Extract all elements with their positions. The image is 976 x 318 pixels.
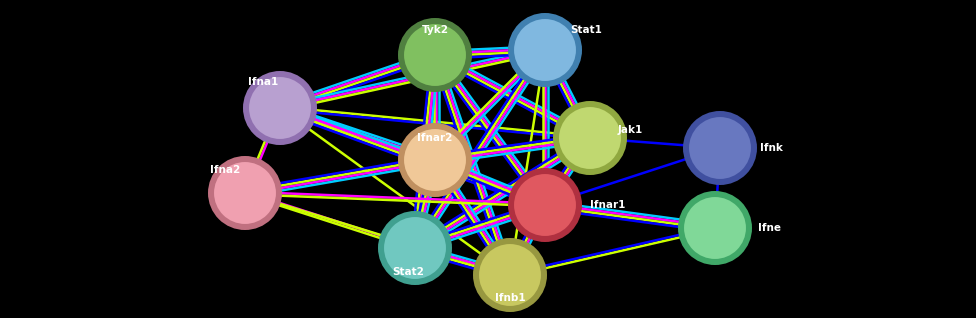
Circle shape bbox=[398, 123, 472, 197]
Circle shape bbox=[513, 173, 577, 237]
Text: Stat2: Stat2 bbox=[392, 267, 424, 277]
Text: Tyk2: Tyk2 bbox=[422, 25, 449, 35]
Text: Ifnb1: Ifnb1 bbox=[495, 293, 525, 303]
Text: Ifnar2: Ifnar2 bbox=[418, 133, 453, 143]
Circle shape bbox=[508, 13, 582, 87]
Text: Ifnar1: Ifnar1 bbox=[590, 200, 626, 210]
Circle shape bbox=[683, 196, 747, 260]
Text: Ifne: Ifne bbox=[758, 223, 781, 233]
Text: Jak1: Jak1 bbox=[618, 125, 643, 135]
Text: Ifna2: Ifna2 bbox=[210, 165, 240, 175]
Circle shape bbox=[248, 76, 312, 140]
Circle shape bbox=[553, 101, 627, 175]
Circle shape bbox=[213, 161, 277, 225]
Circle shape bbox=[508, 168, 582, 242]
Text: Ifnk: Ifnk bbox=[760, 143, 783, 153]
Circle shape bbox=[383, 216, 447, 280]
Circle shape bbox=[473, 238, 547, 312]
Circle shape bbox=[398, 18, 472, 92]
Circle shape bbox=[683, 111, 757, 185]
Circle shape bbox=[378, 211, 452, 285]
Circle shape bbox=[678, 191, 752, 265]
Text: Ifna1: Ifna1 bbox=[248, 77, 278, 87]
Circle shape bbox=[478, 243, 542, 307]
Circle shape bbox=[513, 18, 577, 82]
Text: Stat1: Stat1 bbox=[570, 25, 602, 35]
Circle shape bbox=[243, 71, 317, 145]
Circle shape bbox=[403, 23, 467, 87]
Circle shape bbox=[403, 128, 467, 192]
Circle shape bbox=[558, 106, 622, 170]
Circle shape bbox=[208, 156, 282, 230]
Circle shape bbox=[688, 116, 752, 180]
